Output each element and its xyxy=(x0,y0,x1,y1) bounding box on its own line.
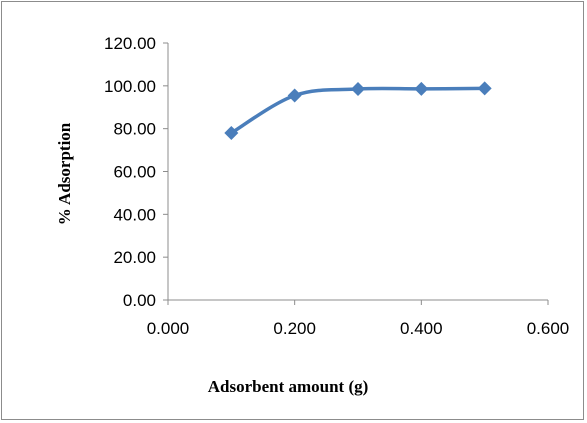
x-tick-label: 0.600 xyxy=(527,319,570,338)
data-point-marker xyxy=(351,82,365,97)
x-axis-ticks: 0.000 0.200 0.400 0.600 xyxy=(147,300,570,338)
y-tick-label: 60.00 xyxy=(113,163,156,182)
y-tick-label: 20.00 xyxy=(113,248,156,267)
y-tick-label: 80.00 xyxy=(113,120,156,139)
data-point-marker xyxy=(414,81,429,96)
data-point-marker xyxy=(224,125,239,140)
y-tick-label: 100.00 xyxy=(104,77,156,96)
x-axis-title: Adsorbent amount (g) xyxy=(208,377,369,396)
data-point-marker xyxy=(287,88,302,103)
data-point-marker xyxy=(477,81,492,96)
x-tick-label: 0.000 xyxy=(147,319,190,338)
y-tick-label: 0.00 xyxy=(123,291,156,310)
y-tick-label: 40.00 xyxy=(113,205,156,224)
y-tick-label: 120.00 xyxy=(104,34,156,53)
y-axis-title: % Adsorption xyxy=(55,122,74,225)
series-layer xyxy=(224,81,492,140)
x-tick-label: 0.400 xyxy=(400,319,443,338)
x-tick-label: 0.200 xyxy=(273,319,316,338)
y-axis-ticks: 0.00 20.00 40.00 60.00 80.00 100.00 120.00 xyxy=(104,34,168,310)
